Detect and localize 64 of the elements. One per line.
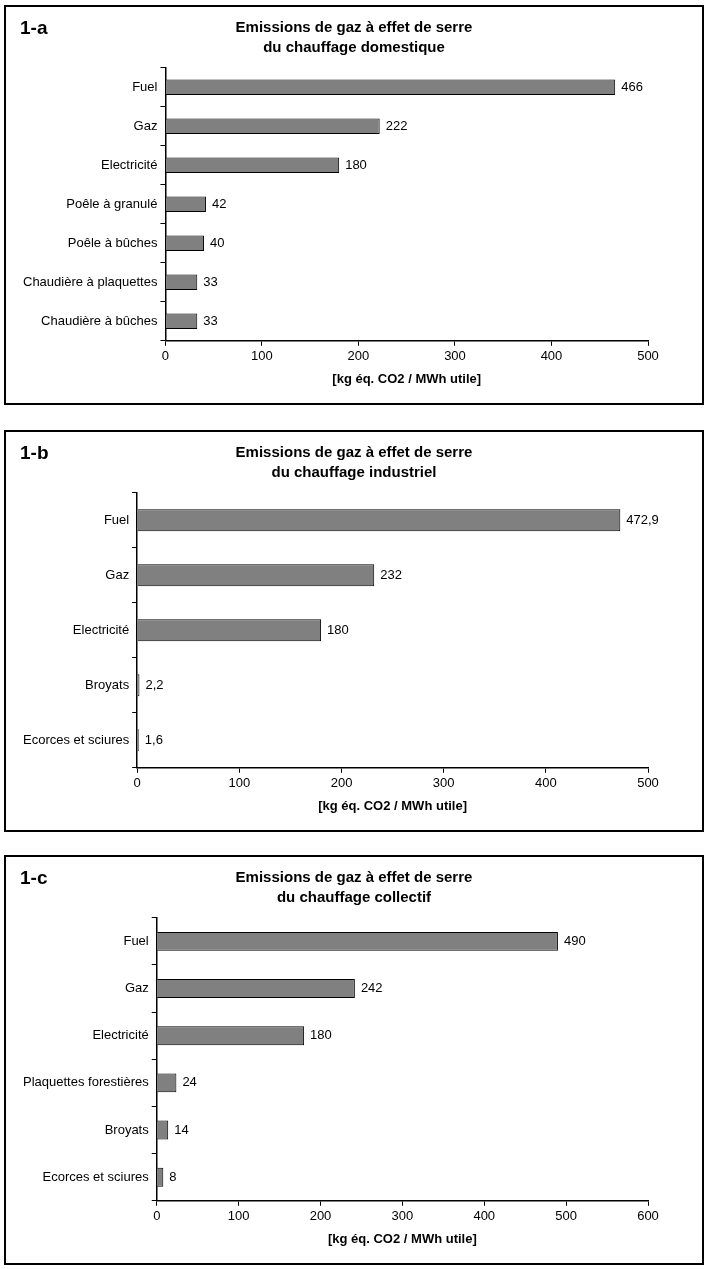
x-tick-label: 300 xyxy=(432,775,455,791)
data-label: 232 xyxy=(380,566,402,582)
x-tick-label: 400 xyxy=(473,1208,496,1224)
data-label: 242 xyxy=(360,980,383,996)
x-tick-label: 100 xyxy=(251,348,273,364)
y-tick-label: Ecorces et sciures xyxy=(42,1168,150,1184)
x-tick-label: 200 xyxy=(330,775,353,791)
y-tick-label: Chaudière à plaquettes xyxy=(22,273,158,289)
data-label: 40 xyxy=(210,234,225,250)
text: 1-a xyxy=(20,17,48,39)
x-axis-title: [kg éq. CO2 / MWh utile] xyxy=(318,797,467,813)
data-label: 2,2 xyxy=(145,676,164,692)
data-label: 14 xyxy=(174,1121,189,1137)
data-label: 42 xyxy=(211,195,227,211)
y-tick-label: Broyats xyxy=(104,1121,150,1137)
chart-title: Emissions de gaz à effet de serre du chauffage collectif xyxy=(234,867,474,907)
y-tick-label: Broyats xyxy=(85,676,130,692)
x-tick-label: 0 xyxy=(133,775,141,791)
x-tick-label: 100 xyxy=(227,1208,250,1224)
y-tick-label: Plaquettes forestières xyxy=(23,1074,150,1090)
y-tick-label: Electricité xyxy=(92,1027,149,1043)
y-tick-label: Electricité xyxy=(72,621,130,637)
y-tick-label: Gaz xyxy=(105,566,130,582)
data-label: 472,9 xyxy=(626,511,659,527)
data-label: 1,6 xyxy=(144,731,163,747)
x-axis-title: [kg éq. CO2 / MWh utile] xyxy=(332,370,482,386)
data-label: 466 xyxy=(621,78,643,94)
y-tick-label: Fuel xyxy=(103,511,130,527)
data-label: 33 xyxy=(203,273,218,289)
y-tick-label: Poêle à granulé xyxy=(66,195,158,211)
y-tick-label: Ecorces et sciures xyxy=(23,731,130,747)
x-tick-label: 400 xyxy=(534,775,557,791)
data-label: 180 xyxy=(310,1027,332,1043)
chart-title: Emissions de gaz à effet de serre du chauffage domestique xyxy=(234,17,474,57)
x-tick-label: 0 xyxy=(161,348,170,364)
x-axis-title: [kg éq. CO2 / MWh utile] xyxy=(327,1230,477,1246)
x-tick-label: 0 xyxy=(153,1208,161,1224)
data-label: 490 xyxy=(563,932,586,948)
x-tick-label: 200 xyxy=(347,348,370,364)
y-tick-label: Fuel xyxy=(123,932,149,948)
chart-title: Emissions de gaz à effet de serre du chauffage industriel xyxy=(234,442,474,482)
y-tick-label: Electricité xyxy=(101,156,158,172)
data-label: 33 xyxy=(203,312,218,328)
text: 1-c xyxy=(20,867,48,889)
y-tick-label: Gaz xyxy=(133,117,158,133)
y-tick-label: Gaz xyxy=(124,980,149,996)
text: 1-b xyxy=(20,442,49,464)
data-label: 24 xyxy=(182,1074,197,1090)
x-tick-label: 300 xyxy=(391,1208,414,1224)
x-tick-label: 500 xyxy=(555,1208,577,1224)
y-tick-label: Chaudière à bûches xyxy=(41,312,158,328)
y-tick-label: Poêle à bûches xyxy=(67,234,158,250)
data-label: 222 xyxy=(385,117,408,133)
x-tick-label: 500 xyxy=(637,775,659,791)
data-label: 180 xyxy=(345,156,367,172)
x-tick-label: 100 xyxy=(228,775,251,791)
x-tick-label: 500 xyxy=(637,348,659,364)
x-tick-label: 600 xyxy=(637,1208,659,1224)
y-tick-label: Fuel xyxy=(132,78,158,94)
x-tick-label: 400 xyxy=(540,348,563,364)
x-tick-label: 300 xyxy=(444,348,466,364)
data-label: 8 xyxy=(169,1168,177,1184)
x-tick-label: 200 xyxy=(309,1208,332,1224)
data-label: 180 xyxy=(327,621,349,637)
